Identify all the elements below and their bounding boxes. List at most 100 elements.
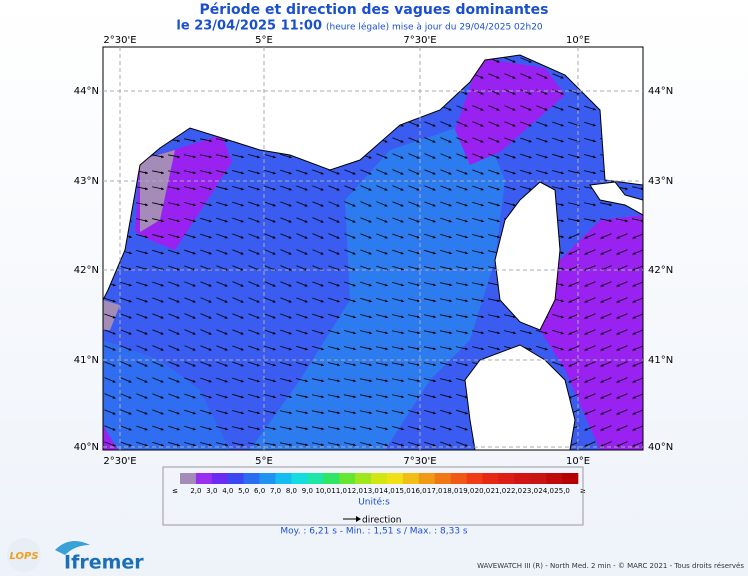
arrowhead (496, 315, 500, 319)
region (103, 425, 118, 450)
arrowhead (368, 411, 372, 415)
arrowhead (288, 171, 292, 175)
arrowhead (560, 283, 564, 287)
arrowhead (272, 363, 276, 367)
arrowhead (384, 155, 388, 159)
arrowhead (176, 283, 180, 287)
arrowhead (616, 331, 620, 335)
color-swatch (243, 473, 260, 484)
arrowhead (416, 411, 420, 415)
arrowhead (400, 139, 404, 143)
arrowhead (272, 347, 276, 351)
arrowhead (432, 443, 436, 447)
arrowhead (337, 411, 340, 415)
arrowhead (177, 139, 180, 143)
arrowhead (192, 187, 196, 191)
arrowhead (208, 283, 212, 287)
arrowhead (464, 411, 468, 415)
arrowhead (384, 347, 388, 351)
region (455, 58, 565, 165)
arrowhead (416, 379, 420, 383)
arrowhead (400, 187, 404, 191)
color-swatch (275, 473, 292, 484)
arrowhead (128, 443, 132, 447)
arrowhead (584, 251, 588, 255)
arrowhead (369, 363, 372, 367)
arrowhead (400, 411, 404, 415)
arrowhead (400, 251, 404, 255)
arrowhead (352, 235, 356, 239)
arrowhead (432, 235, 436, 239)
region (140, 150, 175, 232)
arrowhead (112, 443, 116, 447)
arrowhead (336, 171, 340, 175)
arrowhead (177, 155, 180, 159)
arrowhead (368, 299, 372, 303)
arrowhead (209, 139, 212, 143)
arrowhead (352, 363, 356, 367)
arrowhead (384, 283, 388, 287)
arrowhead (464, 251, 468, 255)
arrowhead (336, 203, 340, 207)
arrowhead (481, 299, 484, 303)
region (103, 340, 230, 450)
arrowhead (192, 283, 196, 287)
arrowhead (224, 299, 228, 303)
arrowhead (288, 283, 292, 287)
arrowhead (320, 379, 324, 383)
arrowhead (256, 395, 260, 399)
arrowhead (584, 395, 588, 399)
arrowhead (272, 251, 276, 255)
arrowhead (592, 107, 596, 111)
arrowhead (560, 363, 564, 367)
arrowhead (600, 363, 604, 367)
arrowhead (512, 203, 516, 207)
arrowhead (568, 363, 572, 367)
arrowhead (224, 347, 228, 351)
arrowhead (160, 219, 164, 223)
arrowhead (144, 411, 148, 415)
arrowhead (464, 187, 468, 191)
arrowhead (256, 427, 260, 431)
arrowhead (289, 427, 292, 431)
arrowhead (544, 155, 548, 159)
arrowhead (416, 139, 420, 143)
arrowhead (336, 363, 340, 367)
lat-label: 40°N (648, 442, 673, 453)
arrowhead (208, 331, 212, 335)
arrowhead (160, 395, 164, 399)
arrowhead (304, 347, 308, 351)
arrowhead (304, 395, 308, 399)
arrowhead (160, 235, 164, 239)
arrowhead (368, 443, 372, 447)
arrowhead (384, 139, 388, 143)
arrowhead (128, 347, 132, 351)
arrowhead (304, 379, 308, 383)
arrowhead (192, 171, 196, 175)
arrowhead (160, 299, 164, 303)
lon-label: 7°30'E (403, 456, 436, 467)
arrowhead (560, 267, 564, 271)
color-swatch (259, 473, 276, 484)
color-swatch (371, 473, 388, 484)
arrowhead (160, 315, 164, 319)
arrowhead (448, 219, 452, 223)
arrowhead (600, 299, 604, 303)
arrowhead (224, 235, 228, 239)
arrowhead (560, 331, 564, 335)
arrowhead (112, 331, 116, 335)
arrowhead (432, 427, 436, 431)
arrowhead (320, 187, 324, 191)
arrowhead (400, 267, 404, 271)
arrowhead (128, 331, 132, 335)
arrowhead (240, 203, 244, 207)
arrowhead (368, 315, 372, 319)
logo-shape (55, 541, 90, 555)
lat-label: 44°N (74, 86, 99, 97)
arrowhead (224, 331, 228, 335)
arrowhead (416, 251, 420, 255)
arrowhead (208, 219, 212, 223)
arrowhead (144, 315, 148, 319)
arrowhead (161, 171, 164, 175)
arrowhead (224, 395, 228, 399)
